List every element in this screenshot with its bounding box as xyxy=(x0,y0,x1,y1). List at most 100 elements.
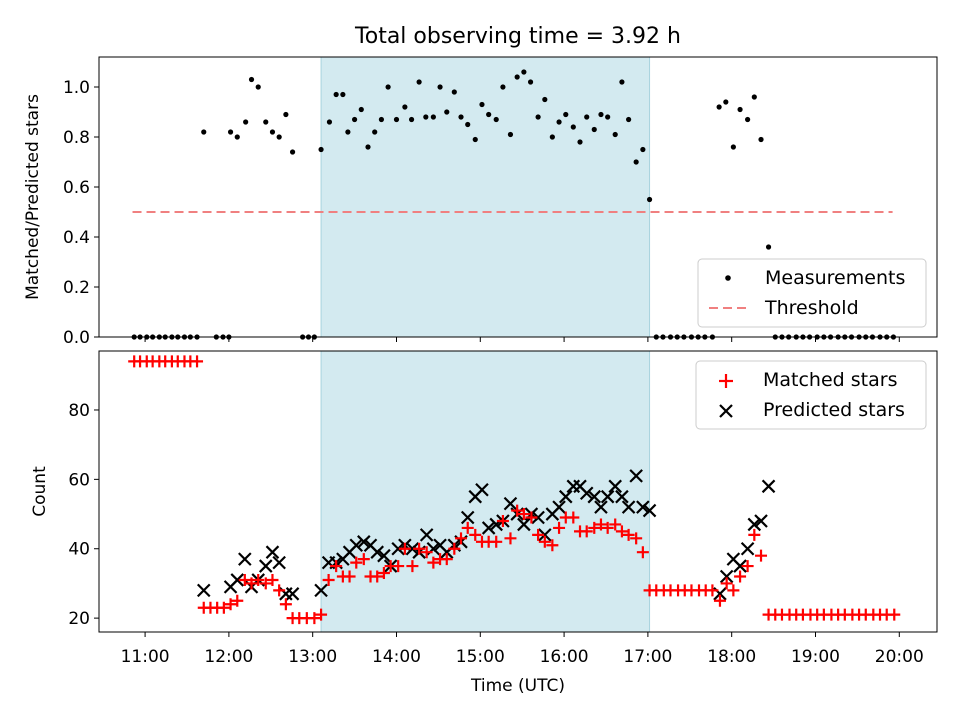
measurement-point xyxy=(619,79,625,85)
measurement-point xyxy=(479,101,485,108)
matched-stars-point xyxy=(392,560,405,573)
measurement-point xyxy=(345,129,351,135)
predicted-stars-point xyxy=(238,552,252,566)
predicted-stars-point xyxy=(517,517,531,532)
predicted-stars-point xyxy=(460,510,475,525)
predicted-stars-point xyxy=(579,486,594,501)
x-tick-label: 12:00 xyxy=(204,647,253,667)
matched-stars-point xyxy=(398,542,411,555)
measurement-point xyxy=(201,129,207,135)
measurement-point xyxy=(758,136,764,143)
predicted-stars-point xyxy=(621,500,636,514)
matched-stars-point xyxy=(601,521,614,534)
measurement-point xyxy=(458,114,464,120)
matched-stars-point xyxy=(888,608,901,621)
top-y-axis-label: Matched/Predicted stars xyxy=(23,94,43,300)
measurement-point xyxy=(451,89,457,95)
matched-stars-point xyxy=(720,577,733,590)
matched-stars-point xyxy=(224,598,237,611)
measurement-point xyxy=(378,116,385,123)
matched-stars-point xyxy=(330,560,343,573)
matched-stars-point xyxy=(727,584,740,597)
measurement-point xyxy=(570,124,576,130)
measurement-point xyxy=(591,126,597,133)
measurement-point xyxy=(289,149,296,155)
matched-stars-point xyxy=(741,560,754,573)
measurement-point xyxy=(584,114,590,120)
matched-stars-point xyxy=(427,556,440,569)
matched-stars-point xyxy=(469,528,482,541)
top-axes-frame xyxy=(98,56,938,338)
matched-stars-point xyxy=(538,535,551,548)
measurement-point xyxy=(535,114,541,120)
predicted-stars-point xyxy=(419,528,434,542)
measurement-point xyxy=(730,144,736,150)
bottom-y-tick-label: 80 xyxy=(68,401,90,421)
matched-stars-point xyxy=(343,570,356,583)
predicted-stars-point xyxy=(740,541,755,556)
measurement-point xyxy=(723,99,729,105)
matched-stars-point xyxy=(357,553,370,566)
legend-matched-label: Matched stars xyxy=(763,369,897,391)
bottom-axes-frame xyxy=(98,350,938,633)
matched-stars-point xyxy=(755,549,768,562)
measurement-point xyxy=(549,134,555,140)
matched-stars-point xyxy=(567,511,580,524)
measurement-point xyxy=(269,129,276,135)
bottom-x-axis-ticks: 11:00 12:00 13:00 14:00 15:00 16:00 17:00 18:00… xyxy=(121,632,924,667)
observing-window-band-top xyxy=(320,56,651,338)
measurement-point xyxy=(255,84,261,90)
matched-stars-point xyxy=(588,521,601,534)
matched-stars-point xyxy=(461,521,474,534)
predicted-stars-point xyxy=(258,559,273,573)
matched-stars-point xyxy=(713,594,726,607)
matched-stars-point xyxy=(636,546,649,559)
top-y-tick-label: 0.8 xyxy=(63,128,90,148)
top-y-tick-label: 1.0 xyxy=(63,78,90,98)
matched-stars-point xyxy=(191,355,204,368)
matched-stars-point xyxy=(266,573,279,586)
measurement-point xyxy=(500,84,506,90)
predicted-stars-point xyxy=(196,583,211,598)
measurement-point xyxy=(340,91,346,98)
predicted-stars-point xyxy=(754,514,768,528)
measurement-point xyxy=(737,106,743,113)
matched-stars-point xyxy=(406,560,419,573)
measurement-point xyxy=(283,111,289,118)
matched-stars-point xyxy=(245,577,258,590)
measurement-point xyxy=(333,91,339,98)
matched-stars-point xyxy=(532,528,545,541)
matched-stars-point xyxy=(238,573,251,586)
x-tick-label: 18:00 xyxy=(707,647,756,667)
bottom-y-axis-ticks: 20 40 60 80 xyxy=(68,401,99,629)
measurement-point xyxy=(444,109,450,115)
predicted-stars-point xyxy=(265,545,280,559)
x-tick-label: 15:00 xyxy=(456,647,505,667)
measurement-point xyxy=(385,84,391,90)
matched-stars-point xyxy=(504,532,517,545)
measurement-point xyxy=(358,106,364,113)
measurement-point xyxy=(527,79,534,85)
x-tick-label: 13:00 xyxy=(288,647,337,667)
matched-stars-point xyxy=(259,577,272,590)
matched-stars-point xyxy=(748,528,761,541)
matched-stars-point xyxy=(279,598,292,611)
bottom-y-tick-label: 20 xyxy=(68,609,90,629)
measurement-point xyxy=(542,96,548,103)
measurement-point xyxy=(598,111,604,118)
matched-stars-point xyxy=(609,518,622,531)
predicted-stars-points xyxy=(196,469,776,601)
matched-stars-point xyxy=(580,525,593,538)
predicted-stars-point xyxy=(538,528,552,542)
measurement-point xyxy=(556,119,562,125)
measurement-point xyxy=(408,116,415,123)
x-tick-label: 17:00 xyxy=(623,647,672,667)
predicted-stars-point xyxy=(608,479,622,494)
measurement-point xyxy=(227,129,234,135)
measurement-point xyxy=(521,69,527,75)
measurement-point xyxy=(243,119,249,125)
predicted-stars-point xyxy=(475,482,489,497)
measurement-point xyxy=(393,116,400,123)
legend-predicted-marker xyxy=(719,404,733,418)
